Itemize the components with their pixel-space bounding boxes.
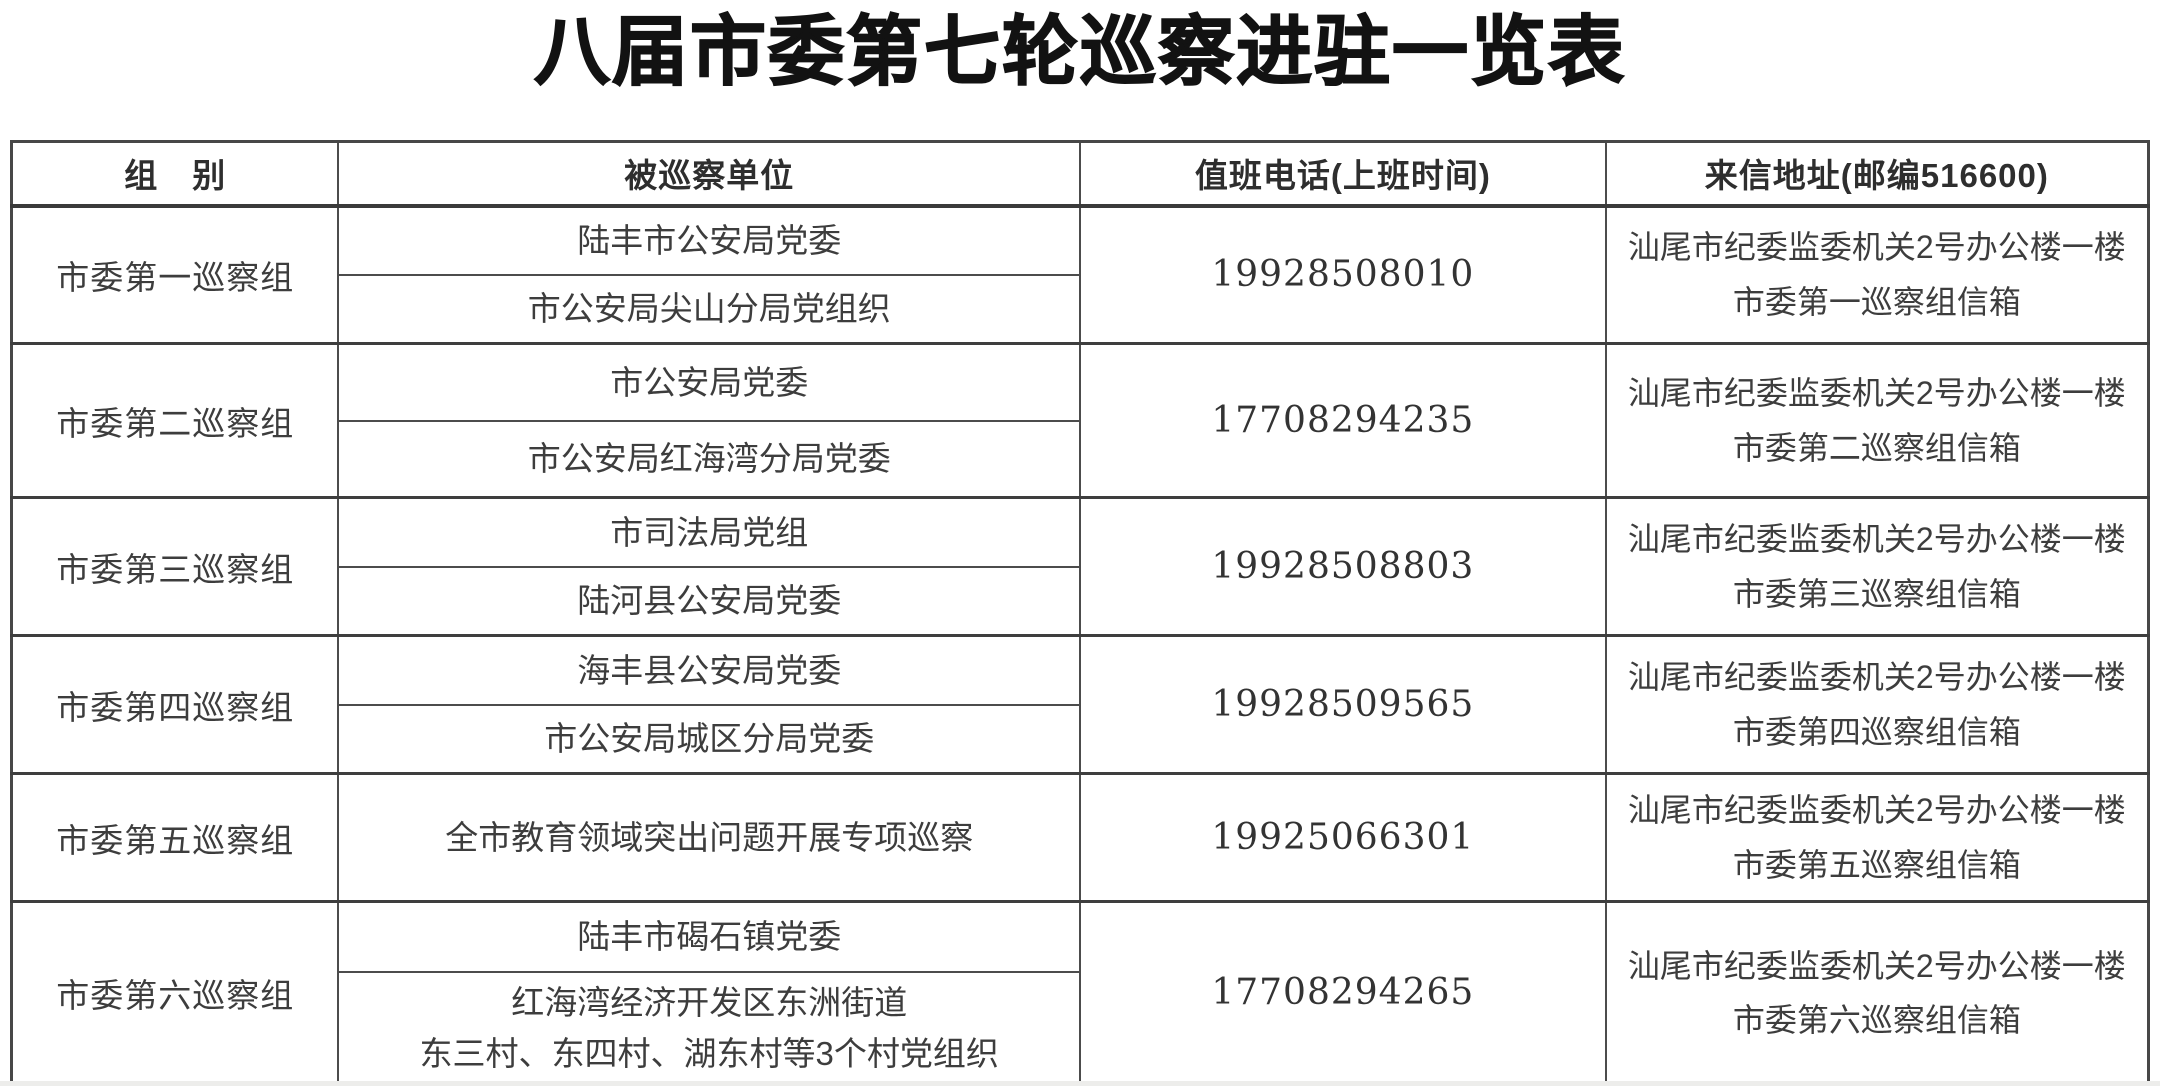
inspection-roster-table: 组 别 被巡察单位 值班电话(上班时间) 来信地址(邮编516600) 市委第一…	[10, 140, 2150, 1086]
header-address: 来信地址(邮编516600)	[1604, 140, 2150, 208]
group-name: 市委第四巡察组	[10, 634, 340, 775]
address-cell: 汕尾市纪委监委机关2号办公楼一楼 市委第六巡察组信箱	[1604, 900, 2150, 1086]
table-row: 市公安局尖山分局党组织	[12, 273, 2149, 345]
bottom-strip	[0, 1081, 2160, 1086]
address-cell: 汕尾市纪委监委机关2号办公楼一楼 市委第三巡察组信箱	[1604, 496, 2150, 637]
group-name: 市委第五巡察组	[10, 772, 340, 903]
address-line-1: 汕尾市纪委监委机关2号办公楼一楼	[1627, 521, 2126, 558]
table-header-row: 组 别 被巡察单位 值班电话(上班时间) 来信地址(邮编516600)	[10, 140, 2150, 208]
address-line-1: 汕尾市纪委监委机关2号办公楼一楼	[1627, 375, 2126, 412]
unit-cell: 陆丰市碣石镇党委	[337, 900, 1081, 973]
address-line-2: 市委第三巡察组信箱	[1732, 575, 2021, 612]
address-line-1: 汕尾市纪委监委机关2号办公楼一楼	[1627, 792, 2126, 829]
unit-cell: 海丰县公安局党委	[337, 634, 1081, 706]
phone-cell: 19928509565	[1078, 634, 1607, 775]
unit-cell: 市公安局党委	[337, 342, 1081, 422]
table-row: 市委第三巡察组 市司法局党组 19928508803 汕尾市纪委监委机关2号办公…	[10, 496, 2150, 637]
group-name: 市委第一巡察组	[10, 204, 340, 345]
unit-cell: 市公安局尖山分局党组织	[337, 273, 1081, 345]
unit-cell: 陆丰市公安局党委	[337, 204, 1081, 276]
address-cell: 汕尾市纪委监委机关2号办公楼一楼 市委第四巡察组信箱	[1604, 634, 2150, 775]
phone-cell: 19928508010	[1078, 204, 1607, 345]
table-row: 市委第六巡察组 陆丰市碣石镇党委 17708294265 汕尾市纪委监委机关2号…	[10, 900, 2150, 1086]
address-cell: 汕尾市纪委监委机关2号办公楼一楼 市委第五巡察组信箱	[1604, 772, 2150, 903]
phone-cell: 19928508803	[1078, 496, 1607, 637]
header-group: 组 别	[10, 140, 340, 208]
unit-cell: 红海湾经济开发区东洲街道 东三村、东四村、湖东村等3个村党组织	[337, 970, 1081, 1086]
page: 八届市委第七轮巡察进驻一览表 组 别 被巡察单位 值班电话(上班时间) 来信地址…	[0, 4, 2160, 1086]
address-line-2: 市委第二巡察组信箱	[1732, 429, 2021, 466]
table-row: 市委第一巡察组 陆丰市公安局党委 19928508010 汕尾市纪委监委机关2号…	[10, 204, 2150, 345]
address-line-2: 市委第一巡察组信箱	[1732, 283, 2021, 320]
unit-cell: 市司法局党组	[337, 496, 1081, 568]
phone-cell: 17708294265	[1078, 900, 1607, 1086]
address-line-1: 汕尾市纪委监委机关2号办公楼一楼	[1627, 229, 2126, 266]
table-row: 市公安局城区分局党委	[12, 703, 2149, 775]
table-row: 市委第二巡察组 市公安局党委 17708294235 汕尾市纪委监委机关2号办公…	[10, 342, 2150, 499]
address-cell: 汕尾市纪委监委机关2号办公楼一楼 市委第二巡察组信箱	[1604, 342, 2150, 499]
address-line-1: 汕尾市纪委监委机关2号办公楼一楼	[1627, 947, 2126, 984]
phone-cell: 19925066301	[1078, 772, 1607, 903]
unit-cell: 全市教育领域突出问题开展专项巡察	[337, 772, 1081, 903]
header-phone: 值班电话(上班时间)	[1078, 140, 1607, 208]
page-title: 八届市委第七轮巡察进驻一览表	[533, 6, 1626, 97]
phone-cell: 17708294235	[1078, 342, 1607, 499]
header-unit: 被巡察单位	[337, 140, 1081, 208]
table-row: 市委第四巡察组 海丰县公安局党委 19928509565 汕尾市纪委监委机关2号…	[10, 634, 2150, 775]
unit-cell: 市公安局城区分局党委	[337, 703, 1081, 775]
table-row: 陆河县公安局党委	[12, 565, 2149, 637]
group-name: 市委第六巡察组	[10, 900, 340, 1086]
address-line-2: 市委第五巡察组信箱	[1732, 846, 2021, 883]
unit-cell: 陆河县公安局党委	[337, 565, 1081, 637]
table-row: 市委第五巡察组 全市教育领域突出问题开展专项巡察 19925066301 汕尾市…	[10, 772, 2150, 903]
table-row: 市公安局红海湾分局党委	[12, 419, 2149, 499]
unit-cell: 市公安局红海湾分局党委	[337, 419, 1081, 499]
address-line-2: 市委第六巡察组信箱	[1732, 1001, 2021, 1038]
address-cell: 汕尾市纪委监委机关2号办公楼一楼 市委第一巡察组信箱	[1604, 204, 2150, 345]
group-name: 市委第三巡察组	[10, 496, 340, 637]
group-name: 市委第二巡察组	[10, 342, 340, 499]
address-line-1: 汕尾市纪委监委机关2号办公楼一楼	[1627, 659, 2126, 696]
address-line-2: 市委第四巡察组信箱	[1732, 713, 2021, 750]
